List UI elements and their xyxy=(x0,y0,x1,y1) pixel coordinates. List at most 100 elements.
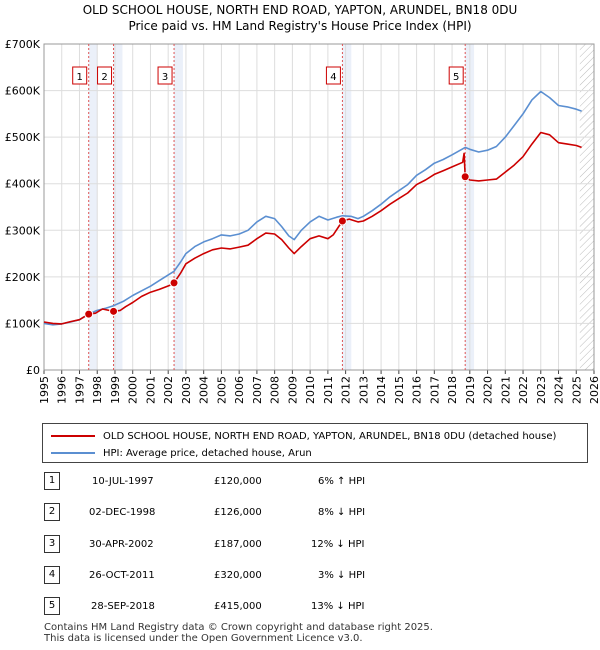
sale-label-box xyxy=(325,66,341,85)
sale-price: £120,000 xyxy=(214,476,262,487)
x-tick-label: 2009 xyxy=(286,376,299,404)
table-row: 3 30-APR-2002 £187,000 12% ↓ HPI xyxy=(0,535,600,557)
sale-band xyxy=(342,44,352,370)
x-tick-label: 1998 xyxy=(91,376,104,404)
x-tick-label: 2004 xyxy=(198,376,211,404)
legend: OLD SCHOOL HOUSE, NORTH END ROAD, YAPTON… xyxy=(42,423,588,463)
sale-date: 26-OCT-2011 xyxy=(89,570,155,581)
sale-label-box xyxy=(97,66,113,85)
x-tick-label: 1995 xyxy=(38,376,51,404)
sale-band xyxy=(174,44,183,370)
x-tick-label: 2020 xyxy=(482,376,495,404)
legend-item-hpi: HPI: Average price, detached house, Arun xyxy=(51,445,312,461)
sale-number: 2 xyxy=(44,503,60,521)
chart-subtitle: Price paid vs. HM Land Registry's House … xyxy=(128,19,472,33)
sale-number: 4 xyxy=(44,566,60,584)
table-row: 5 28-SEP-2018 £415,000 13% ↓ HPI xyxy=(0,597,600,619)
sale-label-number: 4 xyxy=(330,72,336,83)
plot-area xyxy=(44,44,594,370)
x-tick-label: 2017 xyxy=(428,376,441,404)
y-tick-label: £600K xyxy=(5,85,41,98)
x-tick-label: 2021 xyxy=(499,376,512,404)
y-tick-label: £300K xyxy=(5,224,41,237)
sale-band xyxy=(88,44,98,370)
x-tick-label: 2019 xyxy=(464,376,477,404)
legend-label-hpi: HPI: Average price, detached house, Arun xyxy=(103,447,312,459)
sale-number: 3 xyxy=(44,535,60,553)
x-tick-label: 2008 xyxy=(269,376,282,404)
table-row: 2 02-DEC-1998 £126,000 8% ↓ HPI xyxy=(0,503,600,525)
x-tick-label: 2015 xyxy=(393,376,406,404)
footer: Contains HM Land Registry data © Crown c… xyxy=(44,622,433,644)
y-tick-label: £400K xyxy=(5,178,41,191)
x-tick-label: 2003 xyxy=(180,376,193,404)
y-tick-label: £200K xyxy=(5,271,41,284)
y-tick-label: £100K xyxy=(5,317,41,330)
sale-hpi: 3% ↓ HPI xyxy=(318,570,366,581)
chart-title: OLD SCHOOL HOUSE, NORTH END ROAD, YAPTON… xyxy=(82,3,518,17)
x-tick-label: 1999 xyxy=(109,376,122,404)
sale-hpi: 13% ↓ HPI xyxy=(311,601,365,612)
sale-point xyxy=(460,172,470,182)
sale-label-box xyxy=(72,66,88,85)
x-tick-label: 2012 xyxy=(340,376,353,404)
sale-label-box xyxy=(448,66,464,85)
x-tick-label: 2018 xyxy=(446,376,459,404)
x-tick-label: 1997 xyxy=(73,376,86,404)
sale-number: 5 xyxy=(44,597,60,615)
sale-price: £320,000 xyxy=(214,570,262,581)
sale-label-box xyxy=(157,66,173,85)
sale-point xyxy=(169,278,179,288)
x-tick-label: 2001 xyxy=(144,376,157,404)
sale-point xyxy=(84,309,94,319)
x-tick-label: 2026 xyxy=(588,376,600,404)
y-tick-label: £500K xyxy=(5,131,41,144)
sale-point xyxy=(337,216,347,226)
x-tick-label: 2013 xyxy=(357,376,370,404)
footer-licence: This data is licensed under the Open Gov… xyxy=(44,633,363,644)
table-row: 4 26-OCT-2011 £320,000 3% ↓ HPI xyxy=(0,566,600,588)
forecast-hatch xyxy=(579,44,594,370)
sale-price: £415,000 xyxy=(214,601,262,612)
x-tick-label: 2016 xyxy=(411,376,424,404)
x-tick-label: 2023 xyxy=(535,376,548,404)
x-tick-label: 2025 xyxy=(570,376,583,404)
y-tick-label: £700K xyxy=(5,38,41,51)
legend-label-property: OLD SCHOOL HOUSE, NORTH END ROAD, YAPTON… xyxy=(103,430,557,442)
sale-date: 10-JUL-1997 xyxy=(92,476,154,487)
y-tick-label: £0 xyxy=(26,364,40,377)
sale-label-number: 2 xyxy=(101,72,107,83)
sale-label-number: 3 xyxy=(162,72,168,83)
sale-number: 1 xyxy=(44,472,60,490)
sale-label-number: 1 xyxy=(77,72,83,83)
price-chart: £0 £100K £200K £300K £400K £500K £600K £700K 199… xyxy=(5,38,600,404)
legend-item-property: OLD SCHOOL HOUSE, NORTH END ROAD, YAPTON… xyxy=(51,428,556,444)
sale-hpi: 6% ↑ HPI xyxy=(318,476,366,487)
sale-label-number: 5 xyxy=(453,72,459,83)
sale-date: 02-DEC-1998 xyxy=(89,507,156,518)
sale-hpi: 8% ↓ HPI xyxy=(318,507,366,518)
sale-hpi: 12% ↓ HPI xyxy=(311,539,365,550)
sale-date: 28-SEP-2018 xyxy=(91,601,155,612)
sale-point xyxy=(109,306,119,316)
sale-band xyxy=(113,44,123,370)
table-row: 1 10-JUL-1997 £120,000 6% ↑ HPI xyxy=(0,472,600,494)
hpi-series-line xyxy=(43,90,582,326)
x-tick-label: 2010 xyxy=(304,376,317,404)
x-tick-label: 2000 xyxy=(127,376,140,404)
plot-border xyxy=(43,43,595,371)
x-tick-label: 2024 xyxy=(553,376,566,404)
sale-price: £187,000 xyxy=(214,539,262,550)
x-tick-label: 2022 xyxy=(517,376,530,404)
property-series-line xyxy=(43,131,582,325)
x-tick-label: 2006 xyxy=(233,376,246,404)
sale-price: £126,000 xyxy=(214,507,262,518)
footer-copyright: Contains HM Land Registry data © Crown c… xyxy=(44,622,433,633)
legend-swatch-hpi xyxy=(51,452,95,454)
x-tick-label: 2007 xyxy=(251,376,264,404)
x-tick-label: 2011 xyxy=(322,376,335,404)
x-tick-label: 2014 xyxy=(375,376,388,404)
legend-swatch-property xyxy=(51,435,95,437)
x-tick-label: 2002 xyxy=(162,376,175,404)
x-tick-label: 1996 xyxy=(56,376,69,404)
